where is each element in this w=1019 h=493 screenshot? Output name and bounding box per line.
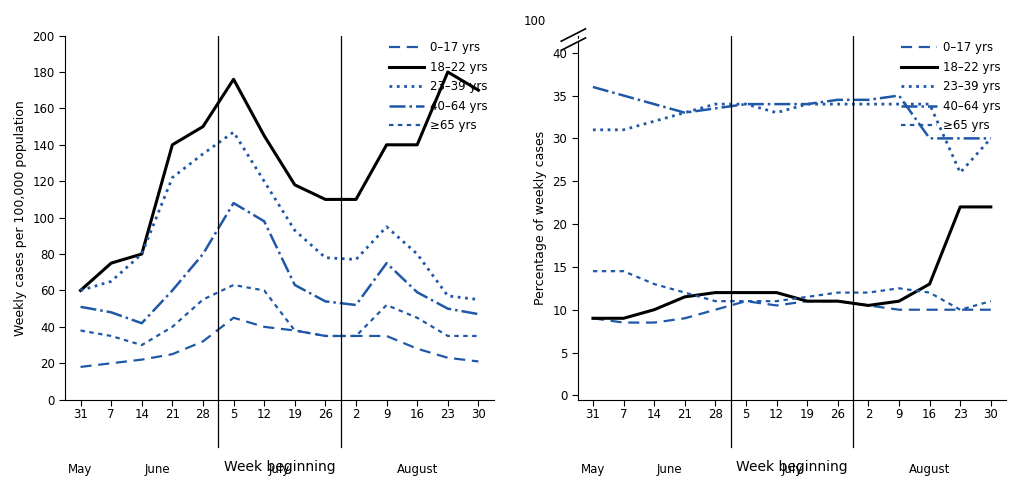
Y-axis label: Percentage of weekly cases: Percentage of weekly cases (533, 131, 546, 305)
Y-axis label: Weekly cases per 100,000 population: Weekly cases per 100,000 population (14, 100, 26, 336)
Legend: 0–17 yrs, 18–22 yrs, 23–39 yrs, 40–64 yrs, ≥65 yrs: 0–17 yrs, 18–22 yrs, 23–39 yrs, 40–64 yr… (901, 41, 1000, 133)
X-axis label: Week beginning: Week beginning (736, 460, 847, 474)
Text: June: June (656, 463, 682, 476)
Text: August: August (396, 463, 437, 476)
Text: July: July (269, 463, 289, 476)
X-axis label: Week beginning: Week beginning (223, 460, 335, 474)
Text: July: July (781, 463, 802, 476)
Text: June: June (144, 463, 170, 476)
Text: August: August (908, 463, 950, 476)
Text: May: May (68, 463, 93, 476)
Legend: 0–17 yrs, 18–22 yrs, 23–39 yrs, 40–64 yrs, ≥65 yrs: 0–17 yrs, 18–22 yrs, 23–39 yrs, 40–64 yr… (388, 41, 487, 133)
Text: May: May (580, 463, 604, 476)
Text: 100: 100 (523, 14, 545, 28)
